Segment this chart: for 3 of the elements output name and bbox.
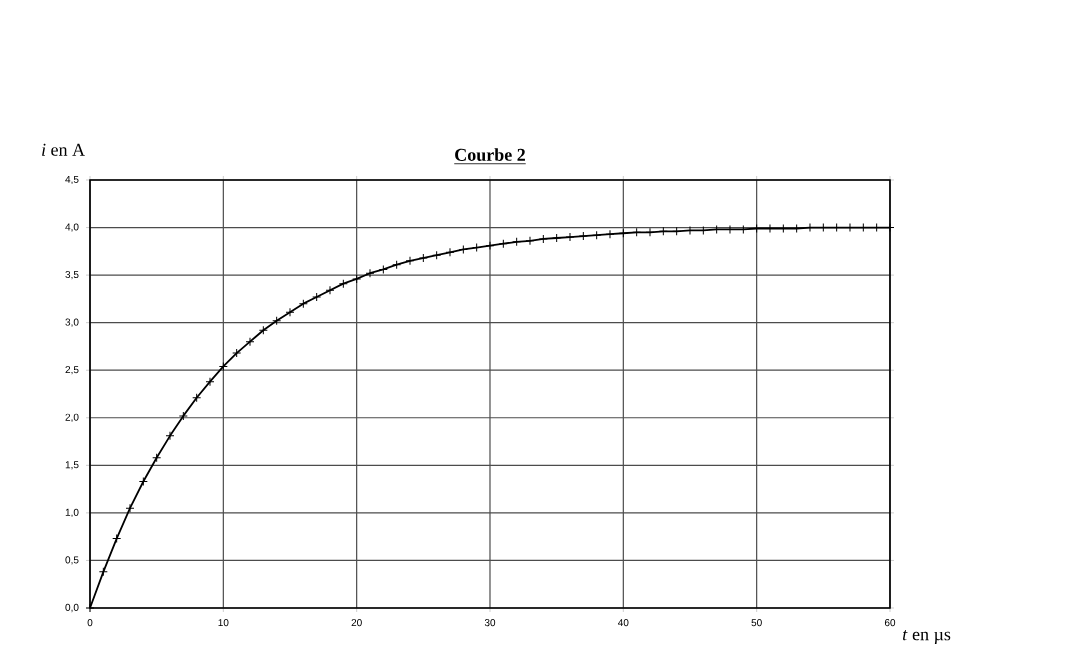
y-axis-title: i en A (42, 143, 85, 156)
x-axis-title: t en µs (902, 630, 951, 645)
chart-title: Courbe 2 (455, 148, 525, 161)
